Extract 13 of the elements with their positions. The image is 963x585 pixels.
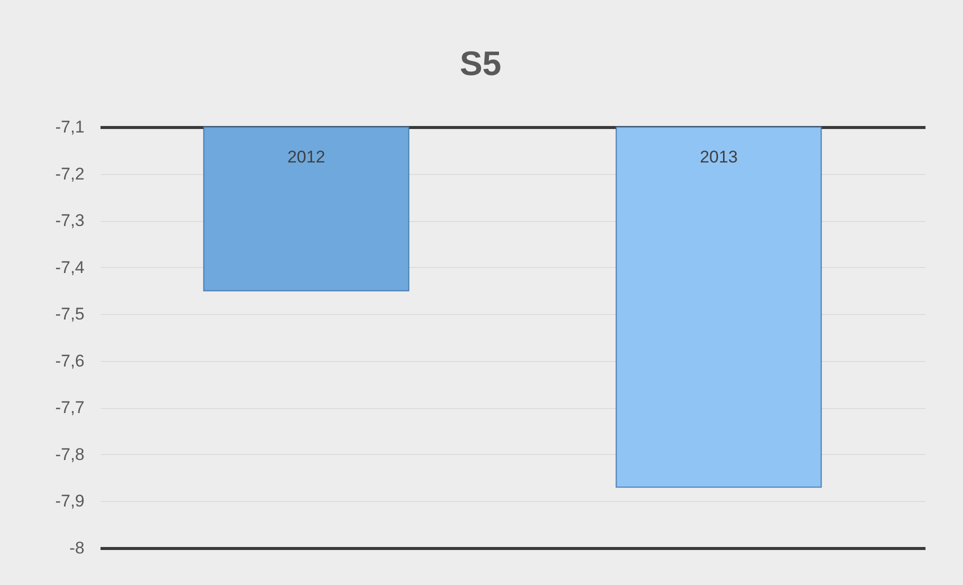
y-tick-label: -7,5 — [55, 304, 84, 324]
y-tick-label: -7,2 — [55, 164, 84, 184]
y-tick-label: -7,4 — [55, 258, 84, 277]
chart-title: S5 — [460, 45, 502, 83]
x-tick-label: 2012 — [287, 148, 326, 166]
y-tick-label: -7,9 — [55, 492, 84, 511]
y-tick-label: -8 — [69, 538, 84, 558]
x-tick-label: 2013 — [700, 148, 738, 166]
y-tick-label: -7,3 — [55, 211, 84, 230]
y-tick-label: -7,8 — [55, 444, 84, 464]
y-tick-label: -7,1 — [55, 118, 84, 136]
y-tick-label: -7,6 — [55, 351, 84, 370]
y-tick-label: -7,7 — [55, 398, 84, 418]
